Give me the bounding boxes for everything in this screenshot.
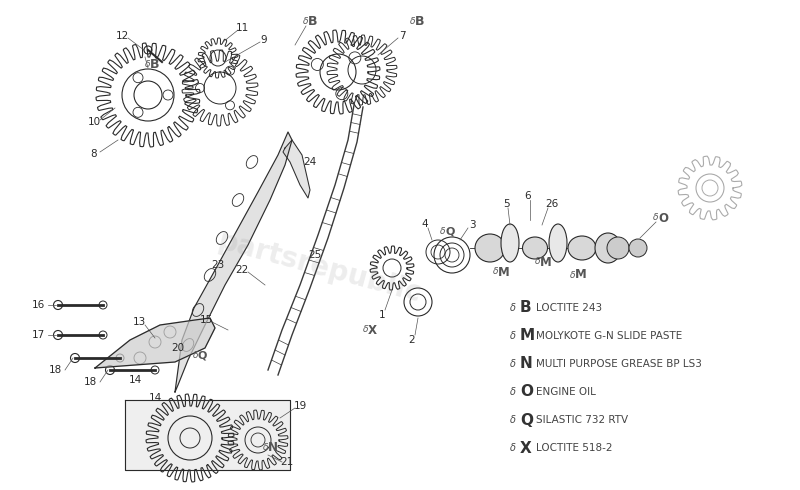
Text: Q: Q <box>520 413 533 427</box>
Text: δ: δ <box>510 415 516 425</box>
Text: δ: δ <box>534 258 540 267</box>
Text: MOLYKOTE G-N SLIDE PASTE: MOLYKOTE G-N SLIDE PASTE <box>536 331 682 341</box>
Text: δ: δ <box>410 18 415 26</box>
Ellipse shape <box>522 237 547 259</box>
Polygon shape <box>95 318 215 368</box>
Ellipse shape <box>568 236 596 260</box>
Text: 11: 11 <box>235 23 249 33</box>
Text: M: M <box>540 255 552 269</box>
Text: MULTI PURPOSE GREASE BP LS3: MULTI PURPOSE GREASE BP LS3 <box>536 359 702 369</box>
Text: 26: 26 <box>546 199 558 209</box>
Ellipse shape <box>549 224 567 262</box>
Text: 4: 4 <box>422 219 428 229</box>
Text: δ: δ <box>262 442 268 451</box>
Text: 24: 24 <box>303 157 317 167</box>
Text: B: B <box>150 58 159 72</box>
Text: 25: 25 <box>308 250 322 260</box>
Polygon shape <box>175 132 292 392</box>
Text: partsrepublic: partsrepublic <box>215 227 425 309</box>
Text: 21: 21 <box>280 457 294 467</box>
Text: 15: 15 <box>199 315 213 325</box>
Text: 2: 2 <box>409 335 415 345</box>
Text: δ: δ <box>510 359 516 369</box>
Text: B: B <box>308 16 318 28</box>
Text: δ: δ <box>510 303 516 313</box>
Polygon shape <box>283 140 310 198</box>
Text: δ: δ <box>439 227 445 237</box>
Text: δ: δ <box>302 18 308 26</box>
Ellipse shape <box>475 234 505 262</box>
Text: M: M <box>575 269 586 281</box>
Text: M: M <box>520 328 535 343</box>
Ellipse shape <box>501 224 519 262</box>
Text: δ: δ <box>510 443 516 453</box>
Text: 22: 22 <box>235 265 249 275</box>
Text: N: N <box>520 357 533 371</box>
Text: 16: 16 <box>31 300 45 310</box>
Text: 23: 23 <box>211 260 225 270</box>
Text: δ: δ <box>145 60 150 70</box>
Text: 5: 5 <box>502 199 510 209</box>
Ellipse shape <box>607 237 629 259</box>
Text: X: X <box>520 441 532 456</box>
Text: X: X <box>368 323 377 337</box>
Text: LOCTITE 518-2: LOCTITE 518-2 <box>536 443 613 453</box>
Text: ENGINE OIL: ENGINE OIL <box>536 387 596 397</box>
Text: 18: 18 <box>83 377 97 387</box>
Text: 20: 20 <box>171 343 185 353</box>
Text: Q: Q <box>198 350 207 360</box>
Text: 14: 14 <box>128 375 142 385</box>
Text: O: O <box>520 385 533 399</box>
Text: δ: δ <box>362 325 368 335</box>
Text: 6: 6 <box>525 191 531 201</box>
Text: 12: 12 <box>115 31 129 41</box>
Text: O: O <box>658 212 668 224</box>
Text: δ: δ <box>653 214 658 222</box>
Text: N: N <box>268 441 278 454</box>
Text: B: B <box>415 16 425 28</box>
Ellipse shape <box>629 239 647 257</box>
Text: Q: Q <box>445 227 454 237</box>
Text: 19: 19 <box>294 401 306 411</box>
Text: 1: 1 <box>378 310 386 320</box>
Text: δ: δ <box>510 387 516 397</box>
Text: B: B <box>520 300 532 316</box>
Text: LOCTITE 243: LOCTITE 243 <box>536 303 602 313</box>
Text: δ: δ <box>193 350 198 360</box>
Polygon shape <box>125 400 290 470</box>
Text: 7: 7 <box>398 31 406 41</box>
Text: 9: 9 <box>261 35 267 45</box>
Text: 17: 17 <box>31 330 45 340</box>
Ellipse shape <box>595 233 621 263</box>
Text: 18: 18 <box>48 365 62 375</box>
Text: 8: 8 <box>90 149 98 159</box>
Text: SILASTIC 732 RTV: SILASTIC 732 RTV <box>536 415 628 425</box>
Text: 10: 10 <box>87 117 101 127</box>
Text: δ: δ <box>570 270 575 279</box>
Text: δ: δ <box>493 268 498 276</box>
Text: 14: 14 <box>148 393 162 403</box>
Text: 13: 13 <box>132 317 146 327</box>
Text: M: M <box>498 266 510 278</box>
Text: δ: δ <box>510 331 516 341</box>
Text: 3: 3 <box>469 220 475 230</box>
